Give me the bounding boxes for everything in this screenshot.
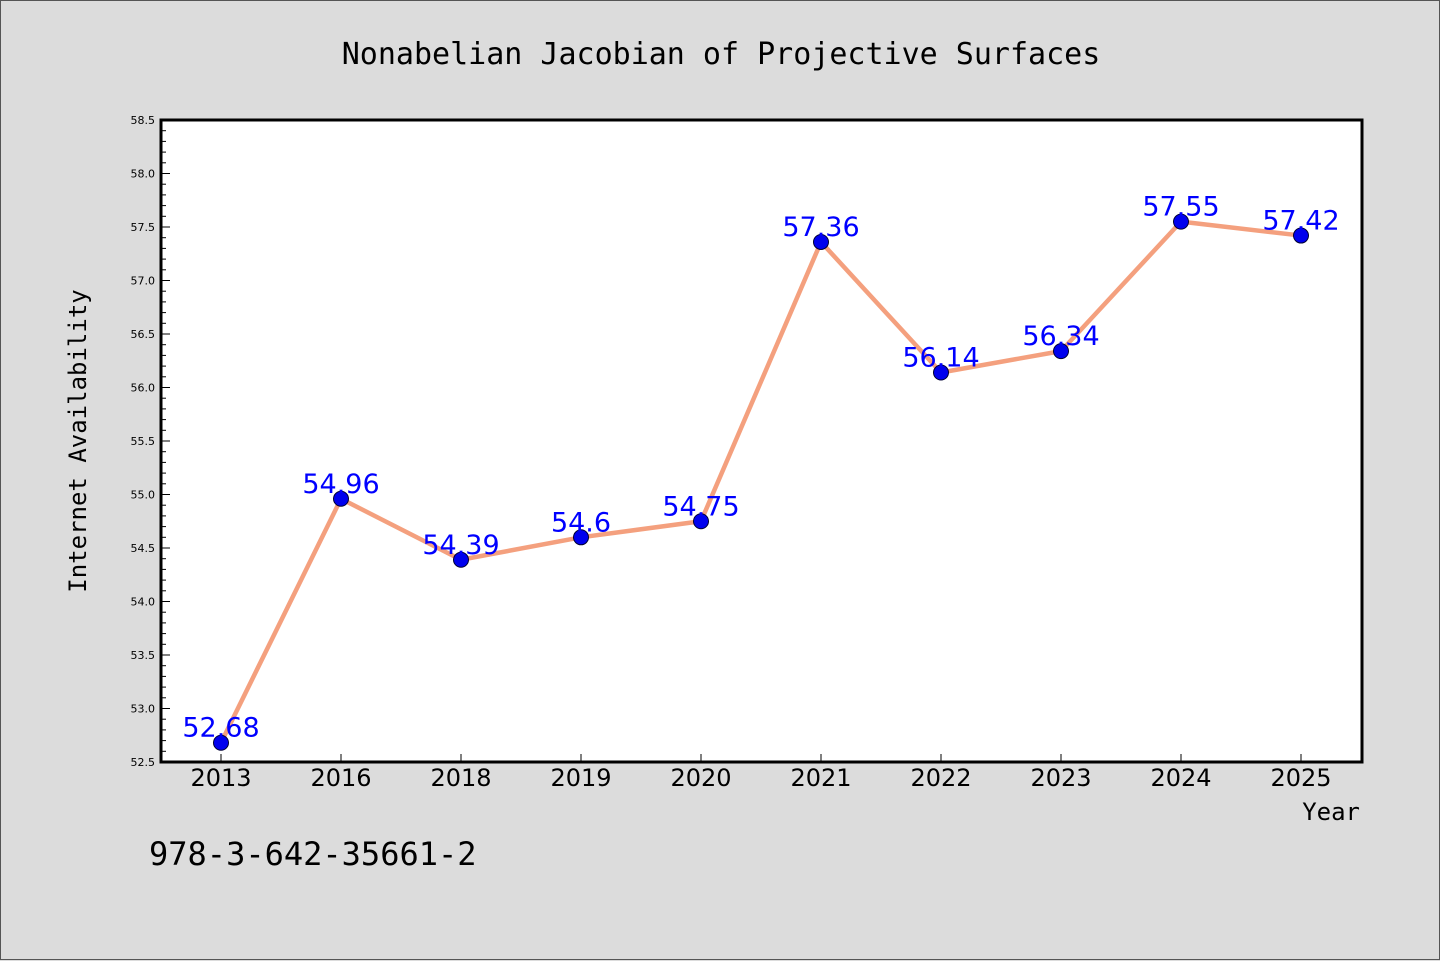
y-tick-label: 56.5 (131, 328, 156, 341)
plot-area (161, 120, 1362, 762)
y-tick-label: 55.5 (131, 435, 156, 448)
data-label: 54.6 (551, 507, 611, 538)
data-label: 57.42 (1262, 206, 1339, 237)
x-tick-label: 2022 (910, 764, 971, 792)
data-point (693, 513, 709, 530)
y-tick-label: 56.0 (131, 382, 156, 395)
chart-title: Nonabelian Jacobian of Projective Surfac… (342, 37, 1101, 72)
data-point (813, 233, 829, 250)
data-label: 57.36 (782, 212, 859, 243)
plot-frame (159, 118, 1364, 764)
data-label: 56.14 (902, 343, 979, 374)
data-label: 57.55 (1142, 192, 1219, 223)
x-tick-label: 2016 (310, 764, 371, 792)
y-tick-label: 54.5 (131, 542, 156, 555)
data-label: 54.39 (422, 530, 499, 561)
x-tick-label: 2024 (1150, 764, 1211, 792)
series-line-group (218, 219, 1302, 744)
x-tick-label: 2020 (670, 764, 731, 792)
x-tick-label: 2023 (1030, 764, 1091, 792)
data-label: 54.75 (662, 491, 739, 522)
markers-group (213, 213, 1309, 751)
data-point (573, 529, 589, 546)
data-label: 52.68 (182, 713, 259, 744)
data-point (933, 364, 949, 381)
y-tick-label: 58.0 (131, 168, 156, 181)
data-point (213, 734, 229, 751)
data-point (453, 551, 469, 568)
y-tick-label: 52.5 (131, 756, 156, 769)
data-point (333, 490, 349, 507)
isbn-note: 978-3-642-35661-2 (149, 835, 477, 873)
y-tick-label: 57.0 (131, 275, 156, 288)
x-axis-label: Year (1302, 798, 1360, 826)
y-tick-label: 57.5 (131, 221, 156, 234)
data-point (1293, 227, 1309, 244)
y-tick-label: 58.5 (131, 114, 156, 127)
y-tick-label: 54.0 (131, 596, 156, 609)
x-tick-label: 2018 (430, 764, 491, 792)
x-axis: 2013 2016 2018 2019 2020 2021 2022 2023 2024 2025 (190, 754, 1332, 792)
y-tick-label: 55.0 (131, 489, 156, 502)
data-point (1173, 213, 1189, 230)
y-axis: 52.5 53.0 53.5 54.0 54.5 55.0 55.5 56.0 56.5 57.0… (131, 114, 170, 769)
data-labels-group: 52.68 54.96 54.39 54.6 54.75 57.36 56.14 56.34 5… (182, 192, 1339, 744)
series-line (218, 219, 1302, 744)
data-point (1053, 343, 1069, 360)
y-tick-label: 53.0 (131, 703, 156, 716)
x-tick-label: 2013 (190, 764, 251, 792)
x-tick-label: 2021 (790, 764, 851, 792)
y-tick-label: 53.5 (131, 649, 156, 662)
data-label: 56.34 (1022, 321, 1099, 352)
y-axis-label: Internet Availability (64, 289, 92, 592)
x-tick-label: 2019 (550, 764, 611, 792)
x-tick-label: 2025 (1270, 764, 1331, 792)
data-label: 54.96 (302, 469, 379, 500)
